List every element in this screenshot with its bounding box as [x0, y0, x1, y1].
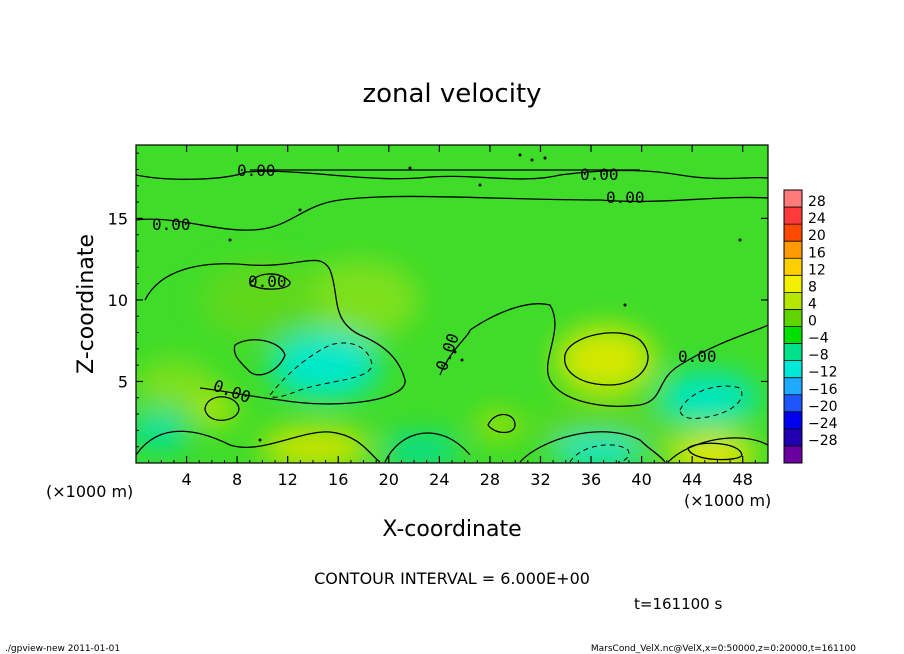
- x-tick-label: 12: [278, 470, 298, 489]
- colorbar-label: 20: [808, 228, 826, 244]
- colorbar-segment: [784, 343, 802, 362]
- colorbar-label: 8: [808, 279, 817, 295]
- y-tick-label: 15: [108, 209, 128, 228]
- colorbar-label: 16: [808, 245, 826, 261]
- x-axis-unit-left: (×1000 m): [46, 482, 133, 501]
- colorbar-label: −16: [808, 382, 838, 398]
- x-tick-label: 48: [733, 470, 753, 489]
- x-tick-label: 20: [379, 470, 399, 489]
- colorbar-segment: [784, 224, 802, 242]
- colorbar-segment: [784, 360, 802, 379]
- colorbar-segment: [784, 377, 802, 396]
- x-tick-label: 40: [631, 470, 651, 489]
- contour-interval: CONTOUR INTERVAL = 6.000E+00: [314, 569, 590, 588]
- footer-left: ./gpview-new 2011-01-01: [5, 644, 120, 654]
- colorbar-segment: [784, 190, 802, 208]
- contour-label: 0.00: [248, 272, 287, 291]
- contour-label: 0.00: [152, 215, 191, 234]
- y-axis: 5 10 15: [108, 152, 768, 448]
- x-tick-label: 16: [328, 470, 348, 489]
- colorbar-label: −28: [808, 433, 838, 449]
- footer-right: MarsCond_VelX.nc@VelX,x=0:50000,z=0:2000…: [591, 644, 856, 654]
- x-tick-label: 36: [581, 470, 601, 489]
- velocity-field: 0.00 0.00 0.00 0.00 0.00 0.00 0.00 0.00: [136, 145, 768, 463]
- x-axis: 4 8 12 16 20 24 28 32 36 40 44 48: [148, 145, 756, 489]
- colorbar-label: −8: [808, 348, 829, 364]
- x-tick-label: 32: [530, 470, 550, 489]
- colorbar-segment: [784, 326, 802, 345]
- time-label: t=161100 s: [634, 595, 722, 613]
- colorbar-label: −12: [808, 365, 838, 381]
- x-tick-label: 28: [480, 470, 500, 489]
- colorbar-segment: [784, 428, 802, 447]
- colorbar-label: 24: [808, 211, 826, 227]
- x-tick-label: 4: [181, 470, 191, 489]
- colorbar-label: −4: [808, 331, 829, 347]
- colorbar-label: −20: [808, 399, 838, 415]
- colorbar-segment: [784, 292, 802, 310]
- x-tick-label: 24: [429, 470, 449, 489]
- y-tick-label: 10: [108, 291, 128, 310]
- contour-label: 0.00: [580, 165, 619, 184]
- contour-label: 0.00: [606, 188, 645, 207]
- y-axis-label: Z-coordinate: [74, 234, 99, 374]
- contour-label: 0.00: [237, 161, 276, 180]
- x-axis-unit-right: (×1000 m): [684, 491, 771, 510]
- contour-label: 0.00: [678, 347, 717, 366]
- colorbar-label: 0: [808, 314, 817, 330]
- colorbar-segment: [784, 275, 802, 293]
- colorbar-segment: [784, 394, 802, 413]
- colorbar-label: 28: [808, 194, 826, 210]
- colorbar-segment: [784, 309, 802, 327]
- x-tick-label: 8: [232, 470, 242, 489]
- colorbar-segment: [784, 258, 802, 276]
- colorbar-segment: [784, 241, 802, 259]
- colorbar-label: −24: [808, 416, 838, 432]
- colorbar-label: 12: [808, 262, 826, 278]
- colorbar-segment: [784, 445, 802, 464]
- x-axis-label: X-coordinate: [382, 517, 521, 542]
- colorbar-segment: [784, 411, 802, 430]
- colorbar-segment: [784, 207, 802, 225]
- y-tick-label: 5: [118, 372, 128, 391]
- colorbar-label: 4: [808, 296, 817, 312]
- x-tick-label: 44: [682, 470, 702, 489]
- chart-title: zonal velocity: [362, 79, 541, 109]
